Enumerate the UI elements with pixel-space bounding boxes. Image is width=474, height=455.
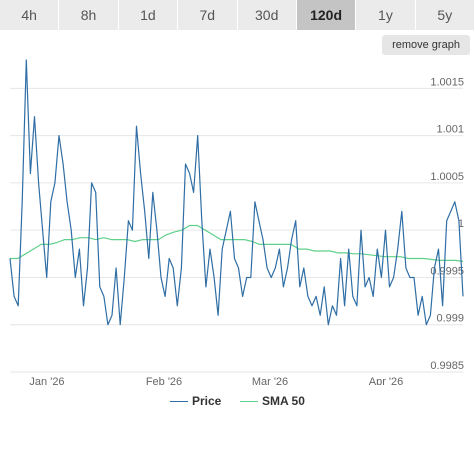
y-tick-label: 1.001 <box>436 124 464 136</box>
legend-label-price: Price <box>192 394 222 408</box>
tab-8h[interactable]: 8h <box>59 0 119 30</box>
timeframe-tabs: 4h 8h 1d 7d 30d 120d 1y 5y <box>0 0 474 30</box>
legend-swatch-price <box>170 401 188 402</box>
x-tick-label: Jan '26 <box>29 376 64 385</box>
tab-5y[interactable]: 5y <box>415 0 474 30</box>
y-tick-label: 1.0015 <box>430 76 464 88</box>
x-tick-label: Apr '26 <box>369 376 404 385</box>
y-tick-label: 1 <box>458 218 464 230</box>
y-tick-label: 0.9985 <box>430 360 464 372</box>
x-tick-label: Feb '26 <box>146 376 182 385</box>
legend-label-sma-50: SMA 50 <box>262 394 305 408</box>
legend-swatch-sma-50 <box>240 401 258 402</box>
y-tick-label: 0.9995 <box>430 265 464 277</box>
tab-4h[interactable]: 4h <box>0 0 60 30</box>
x-axis-ticks: Jan '26 Feb '26 Mar '26 Apr '26 <box>29 376 403 385</box>
tab-30d[interactable]: 30d <box>237 0 297 30</box>
y-axis-ticks: 0.9985 0.999 0.9995 1 1.0005 1.001 1.0015 <box>430 76 464 372</box>
tab-120d[interactable]: 120d <box>296 0 357 30</box>
remove-graph-button[interactable]: remove graph <box>382 35 470 55</box>
y-tick-label: 1.0005 <box>430 171 464 183</box>
y-tick-label: 0.999 <box>436 313 464 325</box>
chart-legend: Price SMA 50 <box>0 392 474 412</box>
x-tick-label: Mar '26 <box>252 376 288 385</box>
tab-1d[interactable]: 1d <box>118 0 179 30</box>
series-layer <box>9 59 464 326</box>
grid-layer <box>10 87 463 373</box>
tab-1y[interactable]: 1y <box>356 0 416 30</box>
tab-7d[interactable]: 7d <box>178 0 238 30</box>
price-chart: 0.9985 0.999 0.9995 1 1.0005 1.001 1.0015 Jan … <box>9 59 464 385</box>
price-line <box>9 59 464 326</box>
